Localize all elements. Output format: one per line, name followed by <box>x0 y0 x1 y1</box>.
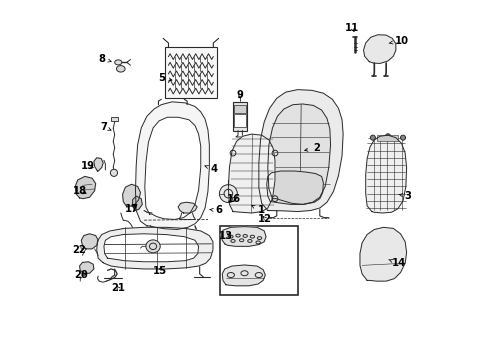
Polygon shape <box>132 196 142 211</box>
Text: 2: 2 <box>304 143 319 153</box>
Ellipse shape <box>116 66 125 72</box>
Text: 8: 8 <box>98 54 111 64</box>
Bar <box>111 117 117 121</box>
Polygon shape <box>144 117 201 220</box>
Polygon shape <box>222 265 265 286</box>
Polygon shape <box>266 171 323 204</box>
Ellipse shape <box>219 185 237 203</box>
Bar <box>220 226 298 296</box>
Polygon shape <box>97 227 212 269</box>
Text: 14: 14 <box>388 258 405 268</box>
Polygon shape <box>178 202 197 213</box>
Ellipse shape <box>115 60 122 65</box>
Text: 6: 6 <box>209 206 222 216</box>
Text: 21: 21 <box>111 283 125 293</box>
Text: 17: 17 <box>124 204 138 215</box>
Text: 3: 3 <box>398 191 410 201</box>
Text: 1: 1 <box>251 206 264 216</box>
Polygon shape <box>94 158 103 171</box>
Text: 11: 11 <box>344 23 359 33</box>
Ellipse shape <box>110 169 117 176</box>
Ellipse shape <box>400 135 405 140</box>
Polygon shape <box>104 234 198 262</box>
Text: 13: 13 <box>219 231 232 240</box>
Polygon shape <box>135 102 209 229</box>
Text: 18: 18 <box>73 186 87 197</box>
Polygon shape <box>363 35 395 63</box>
Bar <box>233 102 247 131</box>
Text: 5: 5 <box>158 73 172 83</box>
Bar <box>376 135 397 140</box>
Polygon shape <box>258 90 343 212</box>
Text: 15: 15 <box>153 266 167 276</box>
Polygon shape <box>80 262 94 273</box>
Ellipse shape <box>145 240 160 253</box>
Polygon shape <box>359 227 406 281</box>
Text: 16: 16 <box>226 194 240 204</box>
Bar <box>164 47 217 98</box>
Text: 22: 22 <box>72 245 85 255</box>
Text: 20: 20 <box>74 270 88 280</box>
Text: 9: 9 <box>236 90 243 100</box>
Polygon shape <box>221 226 265 246</box>
Bar <box>234 105 245 113</box>
Text: 4: 4 <box>204 164 217 174</box>
Polygon shape <box>81 234 98 249</box>
Text: 12: 12 <box>258 214 272 224</box>
Text: 10: 10 <box>388 36 408 46</box>
Ellipse shape <box>369 135 375 140</box>
Bar <box>234 114 245 127</box>
Polygon shape <box>75 176 96 199</box>
Polygon shape <box>228 134 274 213</box>
Polygon shape <box>267 104 330 204</box>
Polygon shape <box>365 135 406 213</box>
Polygon shape <box>122 184 140 207</box>
Text: 19: 19 <box>80 161 94 171</box>
Ellipse shape <box>385 134 389 139</box>
Text: 7: 7 <box>100 122 111 132</box>
